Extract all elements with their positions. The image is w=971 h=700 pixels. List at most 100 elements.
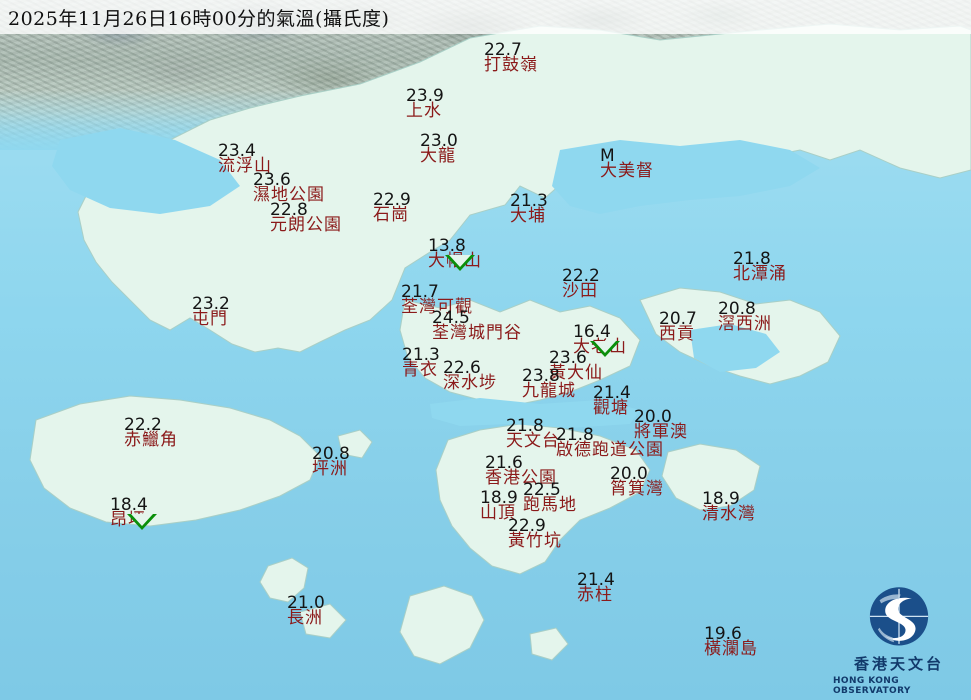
- station-name: 滘西洲: [718, 314, 772, 334]
- station-name: 石崗: [373, 205, 409, 225]
- station-name: 清水灣: [702, 504, 756, 524]
- station-label: 21.8 啟德跑道公園: [556, 427, 664, 459]
- land-lantau-island: [29, 395, 321, 527]
- station-name: 啟德跑道公園: [556, 440, 664, 460]
- logo-text-en: HONG KONG OBSERVATORY: [833, 676, 911, 696]
- station-value: M: [600, 146, 615, 166]
- station-name: 九龍城: [522, 381, 576, 401]
- station-name: 濕地公園: [253, 185, 325, 205]
- station-name: 上水: [406, 101, 442, 121]
- station-name: 觀塘: [593, 398, 629, 418]
- land-small-island-1: [299, 603, 347, 639]
- land-peng-chau: [337, 429, 373, 459]
- station-name: 香港公園: [485, 468, 557, 488]
- station-value: 20.8: [718, 299, 756, 319]
- station-label: 18.4 昂坪: [110, 495, 157, 530]
- title-bar: 2025年11月26日16時00分的氣溫(攝氏度): [0, 0, 971, 34]
- station-name: 沙田: [562, 281, 598, 301]
- station-label: 23.6 黃大仙: [549, 350, 603, 382]
- station-label: 23.6 濕地公園: [253, 172, 325, 204]
- station-value: 18.4: [110, 495, 148, 515]
- station-name: 大埔: [510, 206, 546, 226]
- station-label: 23.0 大龍: [420, 133, 458, 165]
- station-label: 21.0 長洲: [287, 595, 325, 627]
- station-value: 22.9: [373, 190, 411, 210]
- station-name: 坪洲: [312, 459, 348, 479]
- station-value: 21.8: [506, 416, 544, 436]
- station-value: 21.4: [577, 570, 615, 590]
- station-name: 青衣: [402, 360, 438, 380]
- station-value: 22.2: [124, 415, 162, 435]
- station-label: 23.4 流浮山: [218, 143, 272, 175]
- bay-tolo-harbour: [552, 140, 820, 214]
- land-hong-kong-island: [435, 423, 651, 575]
- station-label: 21.4 赤柱: [577, 572, 615, 604]
- station-value: 18.9: [480, 488, 518, 508]
- station-value: 16.4: [573, 322, 611, 342]
- station-label: 21.3 青衣: [402, 347, 440, 379]
- station-name: 山頂: [480, 503, 516, 523]
- station-value: 21.8: [733, 249, 771, 269]
- station-label: 23.9 上水: [406, 88, 444, 120]
- station-label: 19.6 橫瀾島: [704, 626, 758, 658]
- station-value: 23.9: [406, 86, 444, 106]
- land-kowloon: [399, 299, 641, 407]
- station-name: 深水埗: [443, 373, 497, 393]
- station-label: 20.0 將軍澳: [634, 409, 688, 441]
- station-value: 21.7: [401, 282, 439, 302]
- station-name: 西貢: [659, 324, 695, 344]
- station-value: 23.6: [549, 348, 587, 368]
- station-value: 22.7: [484, 40, 522, 60]
- hko-logo: 香港天文台 HONG KONG OBSERVATORY: [833, 584, 965, 696]
- land-lamma-island: [399, 585, 485, 665]
- page-title: 2025年11月26日16時00分的氣溫(攝氏度): [8, 7, 390, 30]
- station-value: 22.8: [270, 200, 308, 220]
- station-value: 20.7: [659, 309, 697, 329]
- station-name: 橫瀾島: [704, 639, 758, 659]
- station-label: 22.7 打鼓嶺: [484, 42, 538, 74]
- station-value: 21.6: [485, 453, 523, 473]
- logo-text-zh: 香港天文台: [853, 655, 944, 673]
- station-name: 昂坪: [110, 510, 146, 530]
- station-name: 跑馬地: [523, 495, 577, 515]
- station-value: 13.8: [428, 236, 466, 256]
- station-label: 13.8 大帽山: [428, 236, 482, 271]
- station-value: 20.0: [634, 407, 672, 427]
- station-name: 赤鱲角: [124, 430, 178, 450]
- station-label: 22.9 黃竹坑: [508, 518, 562, 550]
- station-name: 長洲: [287, 608, 323, 628]
- station-value: 22.6: [443, 358, 481, 378]
- station-label: 22.2 沙田: [562, 268, 600, 300]
- station-label: 21.8 北潭涌: [733, 251, 787, 283]
- station-value: 22.9: [508, 516, 546, 536]
- station-value: 23.0: [420, 131, 458, 151]
- station-value: 18.9: [702, 489, 740, 509]
- station-label: 22.8 元朗公園: [270, 202, 342, 234]
- station-value: 20.0: [610, 464, 648, 484]
- station-label: 21.6 香港公園: [485, 455, 557, 487]
- station-label: 21.3 大埔: [510, 193, 548, 225]
- station-name: 將軍澳: [634, 422, 688, 442]
- observatory-logo-icon: [869, 587, 929, 646]
- station-label: 22.9 石崗: [373, 192, 411, 224]
- land-small-island-2: [529, 627, 569, 661]
- station-value: 21.3: [402, 345, 440, 365]
- station-value: 22.5: [523, 480, 561, 500]
- station-value: 23.2: [192, 294, 230, 314]
- bay-port-shelter: [690, 324, 780, 372]
- station-label: 20.8 坪洲: [312, 446, 350, 478]
- station-label: 22.5 跑馬地: [523, 482, 577, 514]
- station-value: 20.8: [312, 444, 350, 464]
- station-value: 23.6: [253, 170, 291, 190]
- station-name: 大龍: [420, 146, 456, 166]
- station-label: 23.2 屯門: [192, 296, 230, 328]
- station-label: 22.6 深水埗: [443, 360, 497, 392]
- bay-victoria-harbour: [430, 398, 640, 428]
- station-label: 20.8 滘西洲: [718, 301, 772, 333]
- station-label: 21.4 觀塘: [593, 385, 631, 417]
- station-name: 元朗公園: [270, 215, 342, 235]
- station-value: 24.5: [432, 308, 470, 328]
- station-name: 流浮山: [218, 156, 272, 176]
